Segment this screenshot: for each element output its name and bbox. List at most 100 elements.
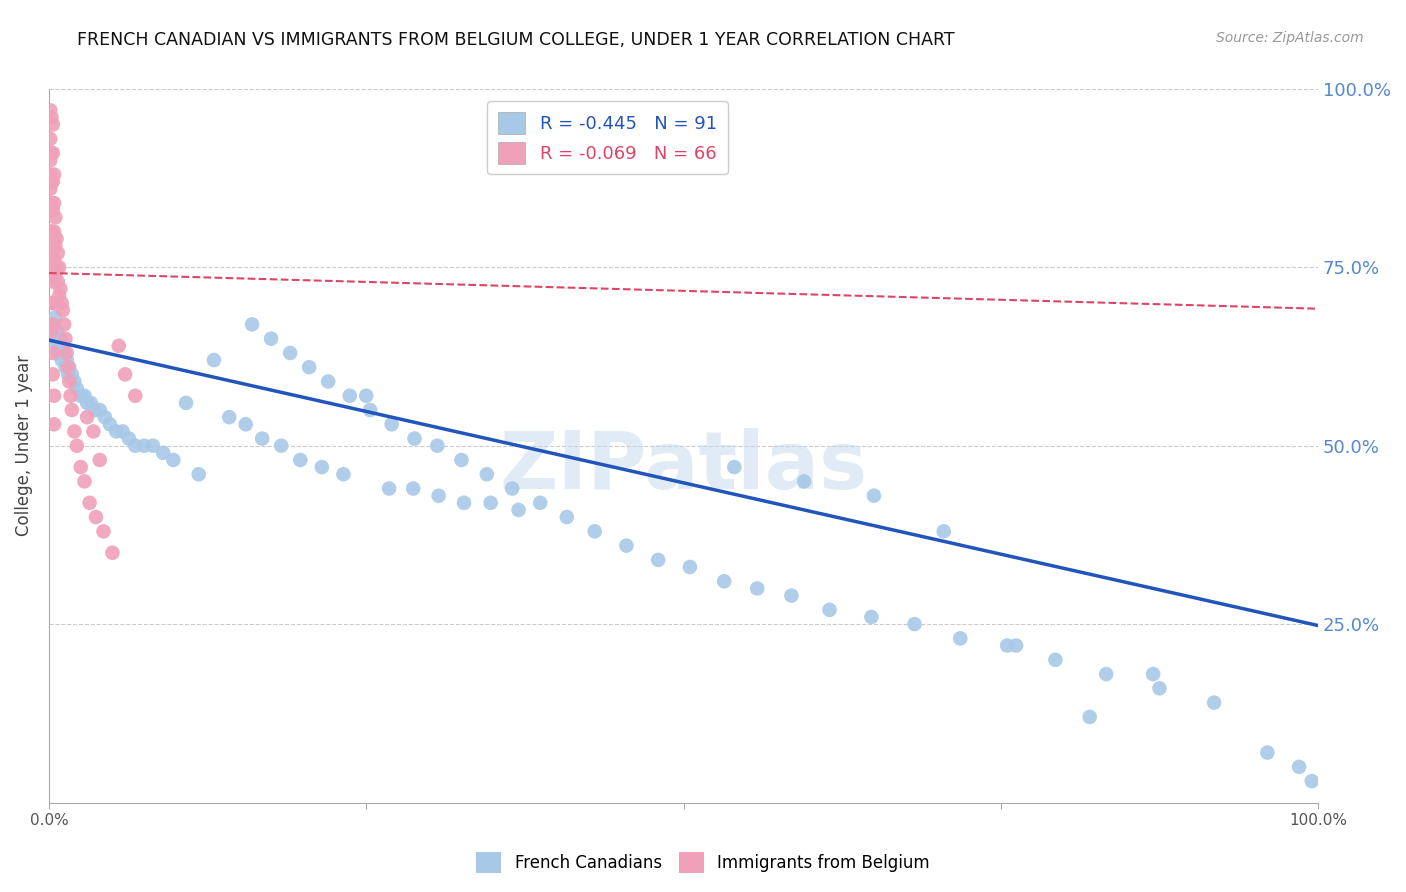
Point — [66, 439, 89, 453]
Point — [260, 332, 283, 346]
Point — [316, 375, 339, 389]
Point — [42, 232, 65, 246]
Y-axis label: College, Under 1 year: College, Under 1 year — [15, 355, 32, 536]
Point — [508, 503, 530, 517]
Point — [713, 574, 735, 589]
Point — [46, 275, 69, 289]
Point — [83, 403, 105, 417]
Point — [41, 111, 63, 125]
Point — [39, 153, 62, 168]
Point — [44, 211, 66, 225]
Text: FRENCH CANADIAN VS IMMIGRANTS FROM BELGIUM COLLEGE, UNDER 1 YEAR CORRELATION CHA: FRENCH CANADIAN VS IMMIGRANTS FROM BELGI… — [77, 31, 955, 49]
Point — [44, 310, 66, 325]
Point — [41, 246, 63, 260]
Point — [1095, 667, 1118, 681]
Point — [42, 225, 65, 239]
Point — [356, 389, 378, 403]
Point — [66, 382, 89, 396]
Point — [105, 425, 128, 439]
Point — [450, 453, 472, 467]
Point — [270, 439, 292, 453]
Point — [98, 417, 121, 432]
Point — [73, 389, 96, 403]
Point — [39, 203, 62, 218]
Point — [1288, 760, 1310, 774]
Point — [42, 389, 65, 403]
Point — [76, 410, 98, 425]
Point — [793, 475, 815, 489]
Point — [332, 467, 354, 482]
Point — [101, 546, 124, 560]
Point — [44, 268, 66, 282]
Point — [723, 460, 745, 475]
Point — [111, 425, 134, 439]
Point — [616, 539, 638, 553]
Point — [59, 389, 82, 403]
Point — [89, 453, 111, 467]
Point — [107, 339, 129, 353]
Point — [42, 296, 65, 310]
Point — [73, 475, 96, 489]
Point — [1301, 774, 1323, 789]
Point — [51, 353, 73, 368]
Point — [46, 246, 69, 260]
Point — [339, 389, 361, 403]
Point — [41, 196, 63, 211]
Point — [84, 510, 107, 524]
Point — [114, 368, 136, 382]
Point — [41, 225, 63, 239]
Point — [747, 582, 769, 596]
Text: Source: ZipAtlas.com: Source: ZipAtlas.com — [1216, 31, 1364, 45]
Point — [1045, 653, 1067, 667]
Point — [679, 560, 702, 574]
Point — [381, 417, 404, 432]
Point — [501, 482, 523, 496]
Point — [404, 432, 426, 446]
Point — [80, 396, 103, 410]
Point — [453, 496, 475, 510]
Point — [949, 632, 972, 646]
Point — [45, 232, 67, 246]
Point — [69, 389, 91, 403]
Point — [218, 410, 240, 425]
Point — [48, 260, 70, 275]
Point — [41, 146, 63, 161]
Point — [290, 453, 312, 467]
Point — [55, 332, 77, 346]
Point — [42, 318, 65, 332]
Point — [42, 253, 65, 268]
Point — [55, 360, 77, 375]
Point — [63, 375, 86, 389]
Point — [82, 425, 104, 439]
Point — [45, 260, 67, 275]
Point — [41, 175, 63, 189]
Point — [53, 346, 76, 360]
Point — [48, 289, 70, 303]
Text: ZIPatlas: ZIPatlas — [499, 428, 868, 506]
Point — [56, 368, 79, 382]
Point — [311, 460, 333, 475]
Point — [1078, 710, 1101, 724]
Point — [45, 325, 67, 339]
Point — [42, 318, 65, 332]
Point — [529, 496, 551, 510]
Point — [152, 446, 174, 460]
Point — [49, 332, 72, 346]
Point — [187, 467, 209, 482]
Legend: R = -0.445   N = 91, R = -0.069   N = 66: R = -0.445 N = 91, R = -0.069 N = 66 — [488, 102, 727, 175]
Point — [53, 318, 76, 332]
Point — [52, 303, 75, 318]
Point — [235, 417, 257, 432]
Point — [39, 132, 62, 146]
Point — [58, 360, 80, 375]
Point — [42, 368, 65, 382]
Point — [240, 318, 263, 332]
Point — [426, 439, 449, 453]
Point — [903, 617, 925, 632]
Point — [555, 510, 578, 524]
Point — [60, 368, 83, 382]
Point — [995, 639, 1018, 653]
Point — [42, 118, 65, 132]
Point — [39, 103, 62, 118]
Point — [250, 432, 273, 446]
